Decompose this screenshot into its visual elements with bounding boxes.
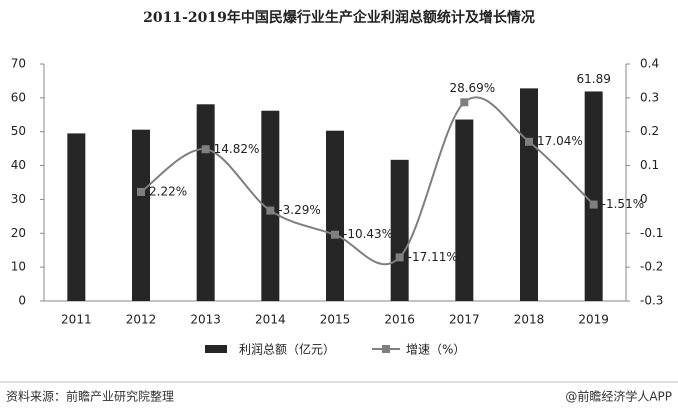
line-value-label: 28.69% <box>449 81 495 95</box>
bar <box>390 159 409 301</box>
line-marker <box>395 253 404 262</box>
y-tick-label: 60 <box>11 90 26 104</box>
line-marker <box>266 206 275 215</box>
y-tick-label: 30 <box>11 192 26 206</box>
x-tick-label: 2012 <box>126 313 157 327</box>
bar <box>261 110 280 301</box>
y2-tick-label: 0.2 <box>640 124 659 138</box>
legend-swatch <box>205 345 227 353</box>
bar <box>132 129 150 301</box>
y-tick-label: 0 <box>18 294 26 308</box>
x-tick-label: 2015 <box>320 313 351 327</box>
line-marker <box>525 137 533 146</box>
line-value-label: 2.22% <box>149 184 187 198</box>
source: 资料来源：前瞻产业研究院整理 <box>6 389 174 404</box>
line-marker <box>589 200 598 209</box>
y-tick-label: 20 <box>11 226 26 240</box>
line-value-label: -3.29% <box>278 203 320 217</box>
y-tick-label: 10 <box>11 260 26 274</box>
x-tick-label: 2018 <box>514 313 545 327</box>
x-tick-label: 2011 <box>61 313 92 327</box>
bar <box>584 91 603 301</box>
legend-label: 利润总额（亿元） <box>239 342 335 357</box>
x-tick-label: 2016 <box>384 313 415 327</box>
line-value-label: -10.43% <box>343 227 393 241</box>
line-value-label: -1.51% <box>602 197 644 211</box>
y2-tick-label: 0.3 <box>640 90 659 104</box>
y2-tick-label: 0.4 <box>640 57 659 71</box>
y2-tick-label: 0.1 <box>640 158 659 172</box>
line-marker <box>137 187 145 196</box>
bar <box>326 130 344 301</box>
line-marker <box>331 230 339 239</box>
x-tick-label: 2013 <box>190 313 221 327</box>
chart-title: 2011-2019年中国民爆行业生产企业利润总额统计及增长情况 <box>143 9 535 26</box>
bar <box>196 104 215 301</box>
y2-tick-label: 0 <box>640 192 648 206</box>
bar <box>520 88 538 302</box>
line-value-label: 14.82% <box>214 142 260 156</box>
x-tick-label: 2014 <box>255 313 286 327</box>
legend-label: 增速（%） <box>406 343 465 357</box>
line-value-label: -17.11% <box>408 250 458 264</box>
y2-tick-label: -0.2 <box>640 260 663 274</box>
growth-line <box>140 96 595 266</box>
legend-swatch <box>382 345 390 353</box>
y-tick-label: 40 <box>11 158 26 172</box>
x-tick-label: 2019 <box>578 313 609 327</box>
line-value-label: 17.04% <box>537 134 583 148</box>
bar <box>455 119 474 301</box>
bar <box>67 133 86 301</box>
y-tick-label: 70 <box>11 57 26 71</box>
credit: @前瞻经济学人APP <box>565 389 672 404</box>
line-marker <box>460 98 469 107</box>
y2-tick-label: -0.3 <box>640 294 663 308</box>
y2-tick-label: -0.1 <box>640 226 663 240</box>
line-marker <box>201 145 210 154</box>
y-tick-label: 50 <box>11 124 26 138</box>
x-tick-label: 2017 <box>449 313 480 327</box>
bar-value-label: 61.89 <box>576 72 610 86</box>
